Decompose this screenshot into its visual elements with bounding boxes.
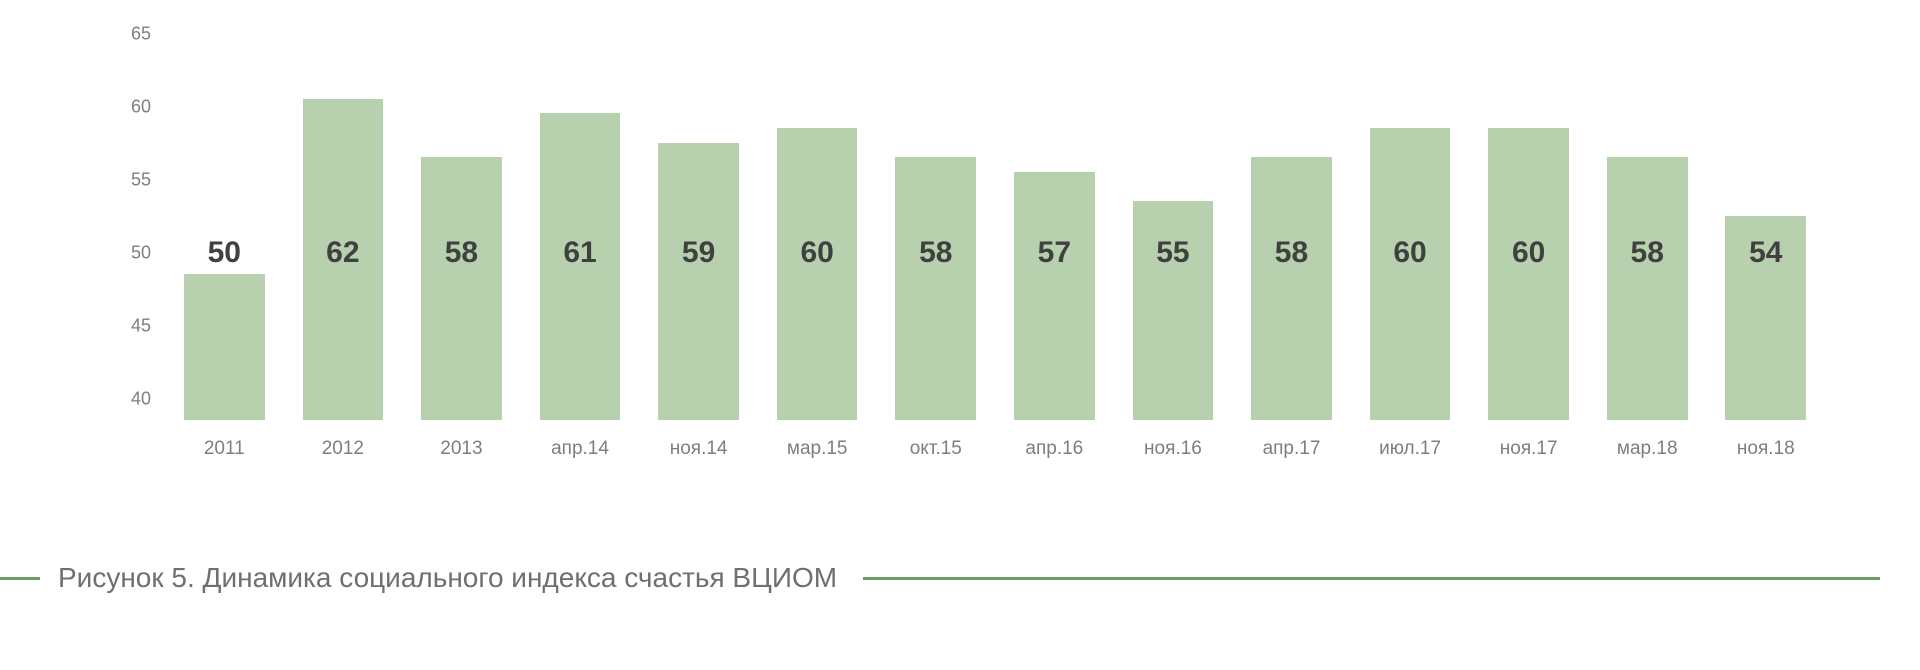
bar	[1251, 157, 1332, 420]
x-tick-label: 2012	[284, 420, 403, 460]
x-tick-label: ноя.14	[639, 420, 758, 460]
bar-value-label: 55	[1114, 236, 1233, 270]
x-tick-label: апр.16	[995, 420, 1114, 460]
x-tick-label: ноя.16	[1114, 420, 1233, 460]
x-tick-label: апр.14	[521, 420, 640, 460]
bar	[1488, 128, 1569, 420]
bar-value-label: 58	[876, 236, 995, 270]
bar-value-label: 58	[1588, 236, 1707, 270]
bar	[777, 128, 858, 420]
y-tick-label: 45	[131, 316, 165, 337]
bars-container: 50201162201258201361апр.1459ноя.1460мар.…	[165, 55, 1825, 420]
bar-slot: 57апр.16	[995, 55, 1114, 420]
bar-value-label: 50	[165, 236, 284, 270]
bar-slot: 58окт.15	[876, 55, 995, 420]
bar-value-label: 59	[639, 236, 758, 270]
x-tick-label: мар.18	[1588, 420, 1707, 460]
bar-slot: 622012	[284, 55, 403, 420]
x-tick-label: июл.17	[1351, 420, 1470, 460]
bar	[184, 274, 265, 420]
bar-value-label: 54	[1707, 236, 1826, 270]
caption-rule-right	[863, 577, 1880, 580]
bar	[421, 157, 502, 420]
bar-value-label: 60	[1351, 236, 1470, 270]
x-tick-label: мар.15	[758, 420, 877, 460]
y-tick-label: 55	[131, 170, 165, 191]
y-tick-label: 40	[131, 389, 165, 410]
bar-slot: 55ноя.16	[1114, 55, 1233, 420]
figure-caption-row: Рисунок 5. Динамика социального индекса …	[0, 562, 1920, 594]
bar	[1133, 201, 1214, 420]
bar-slot: 60июл.17	[1351, 55, 1470, 420]
bar-value-label: 60	[1469, 236, 1588, 270]
happiness-index-chart: 404550556065 50201162201258201361апр.145…	[165, 55, 1825, 420]
bar	[1370, 128, 1451, 420]
bar	[658, 143, 739, 420]
x-tick-label: окт.15	[876, 420, 995, 460]
x-tick-label: ноя.18	[1707, 420, 1826, 460]
y-tick-label: 65	[131, 24, 165, 45]
bar-slot: 58апр.17	[1232, 55, 1351, 420]
bar-value-label: 58	[1232, 236, 1351, 270]
bar-value-label: 58	[402, 236, 521, 270]
bar-slot: 58мар.18	[1588, 55, 1707, 420]
bar-slot: 54ноя.18	[1707, 55, 1826, 420]
bar-value-label: 60	[758, 236, 877, 270]
bar-value-label: 61	[521, 236, 640, 270]
y-tick-label: 50	[131, 243, 165, 264]
x-tick-label: ноя.17	[1469, 420, 1588, 460]
x-tick-label: апр.17	[1232, 420, 1351, 460]
caption-rule-left	[0, 577, 40, 580]
figure-caption: Рисунок 5. Динамика социального индекса …	[58, 562, 837, 594]
bar-slot: 582013	[402, 55, 521, 420]
bar-value-label: 57	[995, 236, 1114, 270]
bar	[1014, 172, 1095, 420]
x-tick-label: 2011	[165, 420, 284, 460]
y-tick-label: 60	[131, 97, 165, 118]
bar-value-label: 62	[284, 236, 403, 270]
plot-area: 404550556065 50201162201258201361апр.145…	[165, 55, 1825, 420]
bar	[895, 157, 976, 420]
x-tick-label: 2013	[402, 420, 521, 460]
bar-slot: 502011	[165, 55, 284, 420]
bar-slot: 61апр.14	[521, 55, 640, 420]
bar-slot: 60ноя.17	[1469, 55, 1588, 420]
bar-slot: 60мар.15	[758, 55, 877, 420]
bar-slot: 59ноя.14	[639, 55, 758, 420]
bar	[1607, 157, 1688, 420]
